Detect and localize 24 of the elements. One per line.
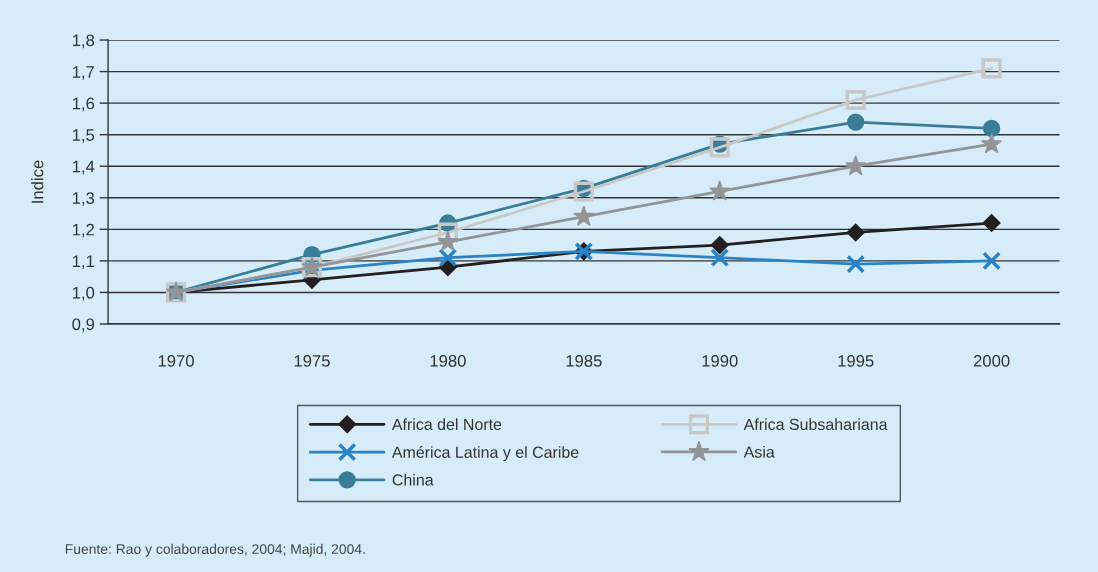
legend-label: Asia bbox=[743, 445, 775, 458]
legend-label: Africa Subsahariana bbox=[743, 418, 888, 431]
y-tick-label: 1,3 bbox=[72, 192, 95, 206]
y-axis-title: Indice bbox=[31, 160, 44, 203]
y-tick-label: 1,5 bbox=[72, 129, 95, 143]
x-tick-label: 1985 bbox=[566, 354, 602, 367]
y-tick-label: 1,1 bbox=[72, 255, 95, 270]
y-tick-label: 1,0 bbox=[72, 286, 95, 301]
x-tick-label: 1980 bbox=[430, 354, 466, 367]
y-tick-label: 1,7 bbox=[72, 66, 95, 80]
y-tick-label: 0,9 bbox=[72, 318, 95, 333]
y-tick-label: 1,4 bbox=[72, 160, 95, 175]
legend-label: Africa del Norte bbox=[391, 418, 502, 431]
x-tick-label: 1995 bbox=[838, 354, 874, 367]
y-tick-label: 1,8 bbox=[72, 34, 95, 49]
y-tick-label: 1,6 bbox=[72, 97, 95, 112]
legend-label: China bbox=[392, 473, 434, 486]
x-tick-label: 1990 bbox=[702, 354, 738, 367]
y-tick-label: 1,2 bbox=[72, 223, 95, 238]
legend-label: América Latina y el Caribe bbox=[391, 445, 579, 462]
x-tick-label: 1970 bbox=[158, 354, 194, 367]
x-tick-label: 2000 bbox=[973, 354, 1010, 367]
x-tick-label: 1975 bbox=[294, 354, 330, 367]
source-note: Fuente: Rao y colaboradores, 2004; Majid, 2004. bbox=[65, 543, 365, 557]
